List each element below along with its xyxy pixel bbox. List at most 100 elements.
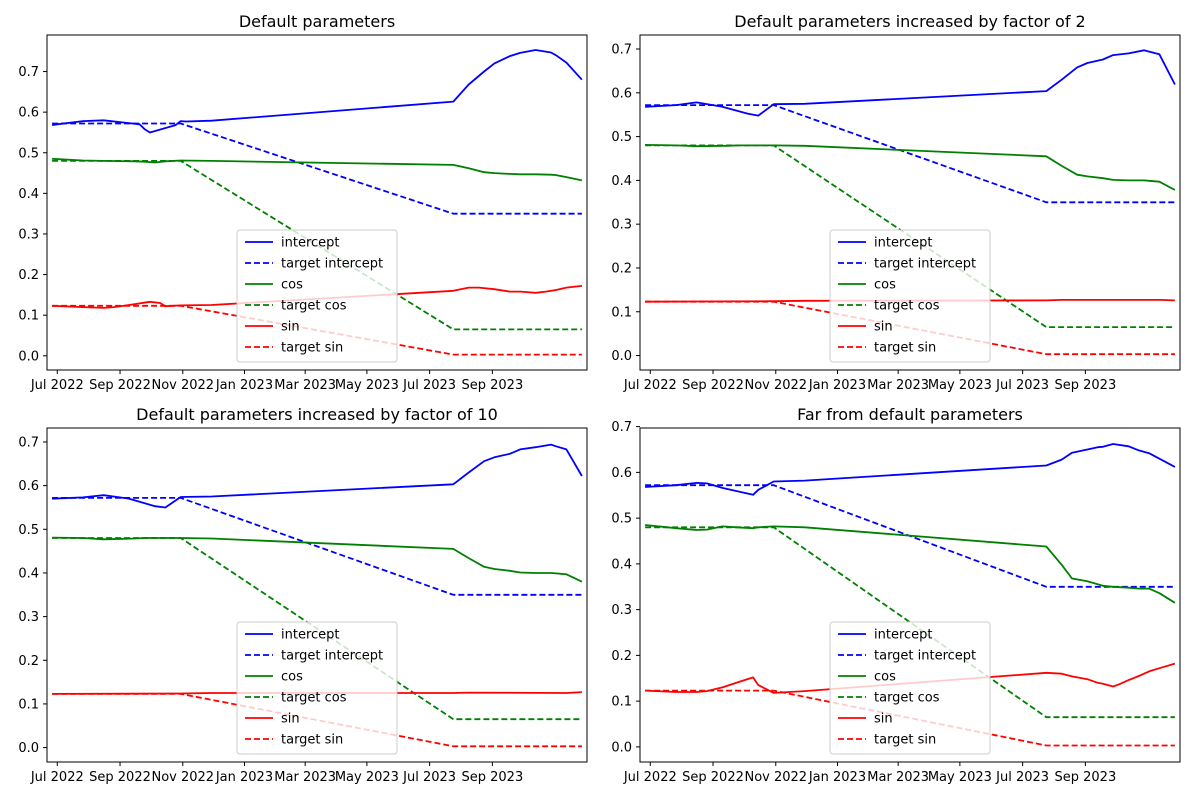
series-line-target-intercept: [52, 122, 582, 215]
series-line-intercept: [645, 443, 1176, 496]
legend-label: cos: [281, 670, 303, 685]
y-tick-label: 0.6: [611, 466, 632, 481]
x-tick-label: Sep 2022: [89, 378, 151, 393]
legend-label: target sin: [874, 733, 936, 748]
series-line-sin: [645, 662, 1176, 694]
y-tick-label: 0.3: [18, 610, 39, 625]
y-tick-label: 0.0: [18, 349, 39, 364]
chart-title: Default parameters increased by factor o…: [136, 405, 498, 424]
y-tick-label: 0.7: [611, 43, 632, 58]
x-tick-label: Nov 2022: [744, 770, 807, 785]
y-tick-label: 0.3: [611, 218, 632, 233]
y-tick-label: 0.2: [611, 261, 632, 276]
y-tick-label: 0.5: [18, 523, 39, 538]
x-tick-label: Nov 2022: [151, 378, 214, 393]
legend-label: intercept: [874, 236, 933, 251]
y-tick-label: 0.6: [18, 479, 39, 494]
y-tick-label: 0.5: [611, 130, 632, 145]
y-tick-label: 0.3: [18, 227, 39, 242]
legend-label: sin: [281, 712, 300, 727]
x-tick-label: May 2023: [928, 378, 992, 393]
x-tick-label: Mar 2023: [867, 378, 929, 393]
x-tick-label: Sep 2022: [89, 770, 151, 785]
x-tick-label: Jul 2023: [995, 770, 1049, 785]
series-line-cos: [52, 157, 583, 182]
x-tick-label: Sep 2023: [462, 770, 524, 785]
series-line-cos: [52, 536, 583, 583]
legend-box: [829, 621, 991, 755]
legend: intercept target intercept cos target cos si…: [829, 621, 991, 755]
legend-label: cos: [874, 670, 896, 685]
legend-label: target cos: [281, 299, 347, 314]
series-line-target-intercept: [645, 104, 1175, 204]
x-tick-label: Jul 2023: [402, 378, 456, 393]
series-line-intercept: [645, 49, 1176, 117]
x-tick-label: Jul 2022: [30, 770, 84, 785]
x-tick-label: Sep 2023: [1055, 378, 1117, 393]
legend-label: cos: [874, 278, 896, 293]
legend-label: target intercept: [281, 257, 383, 272]
y-tick-label: 0.6: [18, 106, 39, 121]
chart-panel-1: Default parameters 0.0 0.1 0.2 0.3 0.4 0.5 0.6 0…: [18, 12, 588, 393]
legend-label: target sin: [281, 733, 343, 748]
legend-label: target intercept: [874, 257, 976, 272]
x-tick-label: Jan 2023: [215, 378, 273, 393]
y-tick-label: 0.7: [18, 435, 39, 450]
x-tick-label: Sep 2022: [682, 770, 744, 785]
chart-title: Default parameters: [239, 12, 395, 31]
series-group: [52, 443, 583, 748]
axes-frame: [46, 427, 588, 763]
x-tick-label: May 2023: [335, 378, 399, 393]
x-tick-label: Jul 2022: [30, 378, 84, 393]
legend-label: target cos: [874, 691, 940, 706]
x-tick-label: Jul 2023: [402, 770, 456, 785]
y-tick-label: 0.0: [611, 740, 632, 755]
y-tick-label: 0.0: [611, 349, 632, 364]
y-tick-label: 0.4: [18, 566, 39, 581]
legend-label: sin: [874, 320, 893, 335]
legend-label: target sin: [874, 341, 936, 356]
x-tick-label: Mar 2023: [274, 770, 336, 785]
legend: intercept target intercept cos target cos si…: [829, 229, 991, 363]
chart-title: Far from default parameters: [797, 405, 1023, 424]
x-tick-label: May 2023: [335, 770, 399, 785]
x-tick-label: Jan 2023: [215, 770, 273, 785]
y-tick-label: 0.7: [611, 420, 632, 435]
legend-label: sin: [281, 320, 300, 335]
x-tick-label: Sep 2023: [1055, 770, 1117, 785]
y-tick-label: 0.5: [18, 146, 39, 161]
y-tick-label: 0.1: [611, 695, 632, 710]
x-tick-label: Mar 2023: [274, 378, 336, 393]
x-tick-label: Jul 2023: [995, 378, 1049, 393]
chart-panel-4: Far from default parameters 0.0 0.1 0.2 0.3 0…: [611, 405, 1181, 785]
legend-box: [829, 229, 991, 363]
x-tick-label: Jan 2023: [808, 378, 866, 393]
y-tick-label: 0.4: [611, 557, 632, 572]
legend-label: target cos: [874, 299, 940, 314]
series-line-cos: [645, 524, 1176, 604]
axes-frame: [639, 34, 1181, 371]
series-line-target-sin: [645, 689, 1175, 747]
legend-label: sin: [874, 712, 893, 727]
legend-label: target cos: [281, 691, 347, 706]
series-line-target-intercept: [52, 497, 582, 596]
y-tick-label: 0.4: [611, 174, 632, 189]
x-tick-label: Jul 2022: [623, 770, 677, 785]
series-line-intercept: [51, 49, 583, 134]
x-tick-label: Sep 2022: [682, 378, 744, 393]
legend: intercept target intercept cos target cos si…: [236, 229, 398, 363]
legend-label: target intercept: [874, 649, 976, 664]
x-tick-label: Sep 2023: [462, 378, 524, 393]
axes-frame: [46, 34, 588, 371]
y-tick-label: 0.1: [18, 309, 39, 324]
y-tick-label: 0.6: [611, 86, 632, 101]
legend: intercept target intercept cos target cos si…: [236, 621, 398, 755]
y-tick-label: 0.1: [18, 697, 39, 712]
series-line-target-sin: [52, 304, 582, 356]
y-tick-label: 0.2: [18, 268, 39, 283]
x-tick-label: Nov 2022: [744, 378, 807, 393]
legend-label: target sin: [281, 341, 343, 356]
y-tick-label: 0.3: [611, 603, 632, 618]
x-tick-label: Jan 2023: [808, 770, 866, 785]
legend-label: intercept: [281, 628, 340, 643]
